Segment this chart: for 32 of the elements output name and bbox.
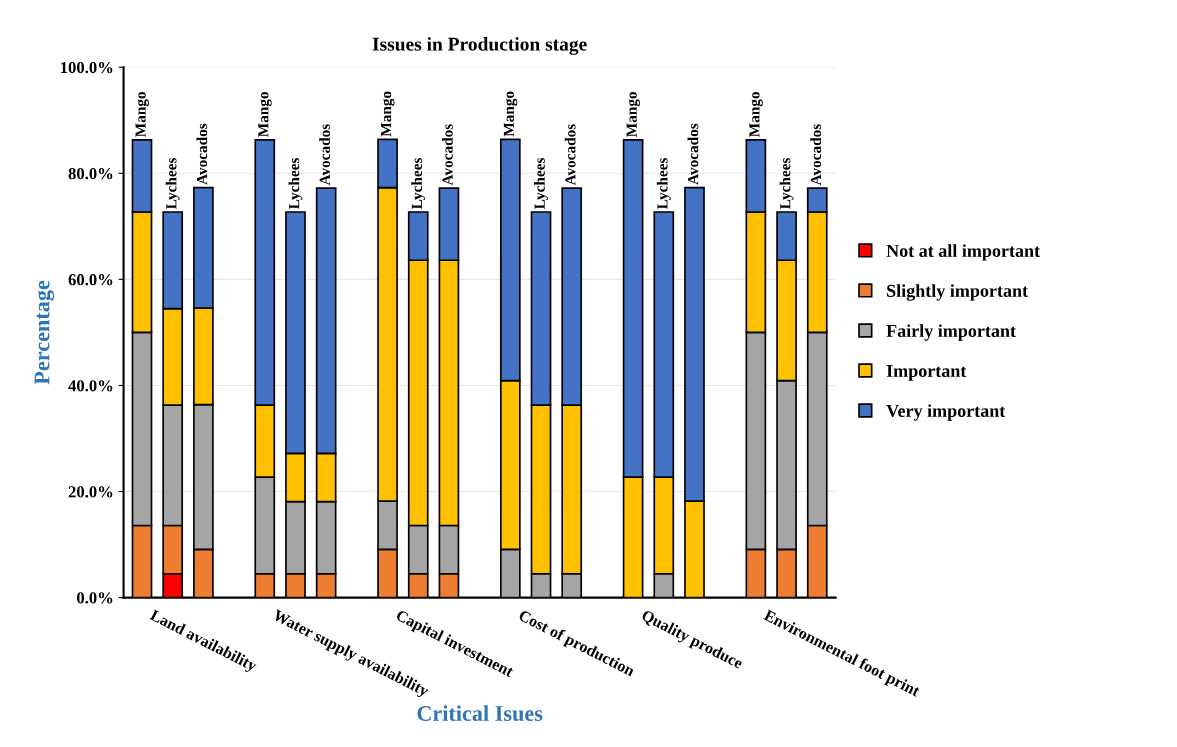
x-tick-label: Lychees [779,157,794,210]
chart-title: Issues in Production stage [372,37,587,55]
x-tick-label: Avocados [319,124,330,186]
x-tick-label: Mango [503,91,518,137]
x-tick-label: Mango [381,91,395,137]
y-tick-label: 20.0% [68,486,113,498]
legend-label: Not at all important [886,244,1040,261]
x-tick-label: Lychees [288,157,303,210]
y-tick-label: 60.0% [68,274,113,286]
legend-label: Important [886,365,967,381]
x-axis-title: Critical Isues [417,705,543,722]
x-tick-label: Mango [258,91,272,137]
x-tick-label: Avocados [687,123,699,185]
legend-label: Very important [886,404,1006,421]
legend-label: Slightly important [887,284,1028,301]
x-tick-label: Lychees [534,157,548,210]
y-tick-label: 100.0% [61,61,113,74]
y-axis-title: Percentage [34,280,55,385]
x-tick-label: Lychees [165,157,180,210]
x-tick-label: Avocados [442,124,453,186]
x-tick-label: Avocados [196,123,208,185]
legend-label: Fairly important [886,324,1016,341]
x-tick-label: Mango [749,91,763,137]
x-tick-label: Lychees [656,157,671,210]
y-tick-label: 80.0% [68,168,113,180]
x-tick-label: Avocados [564,124,576,186]
x-tick-label: Lychees [411,157,426,210]
y-tick-label: 40.0% [68,380,113,392]
y-tick-label: 0.0% [77,592,113,604]
x-tick-label: Mango [626,91,641,137]
x-tick-label: Avocados [810,124,822,186]
x-tick-label: Mango [135,91,149,137]
